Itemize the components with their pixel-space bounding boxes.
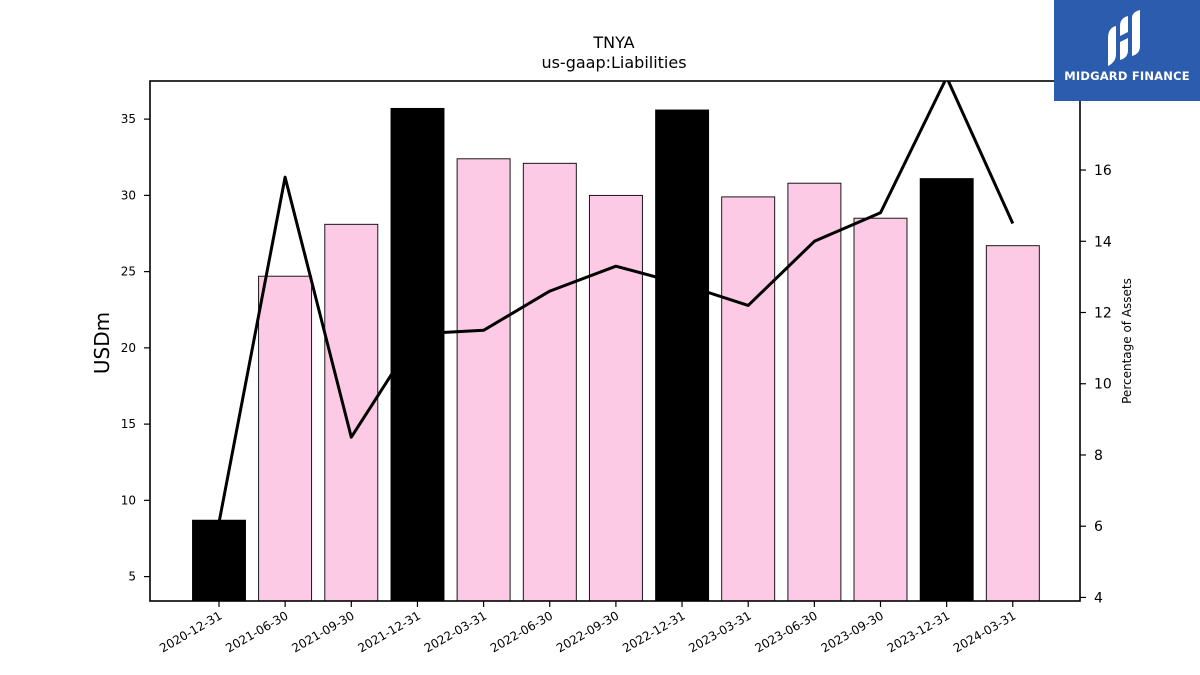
x-tick-label-2022-12-31: 2022-12-31 — [620, 608, 687, 655]
y-axis-label: USDm — [90, 312, 114, 374]
x-tick-label-2021-12-31: 2021-12-31 — [356, 608, 423, 655]
x-tick-label-2023-12-31: 2023-12-31 — [885, 608, 952, 655]
y-tick-label-5: 5 — [128, 570, 136, 584]
x-tick-label-2023-09-30: 2023-09-30 — [819, 608, 886, 655]
y2-tick-label-12: 12 — [1094, 306, 1112, 322]
logo-text: MIDGARD FINANCE — [1064, 69, 1190, 83]
y-tick-label-20: 20 — [121, 341, 136, 355]
y2-tick-label-16: 16 — [1094, 163, 1112, 179]
bar-2021-12-31 — [390, 107, 445, 602]
y2-tick-label-10: 10 — [1094, 377, 1112, 393]
y2-tick-label-6: 6 — [1094, 519, 1103, 535]
y2-axis-label: Percentage of Assets — [1120, 278, 1134, 404]
y2-tick-label-8: 8 — [1094, 448, 1103, 464]
bar-2020-12-31 — [192, 519, 246, 602]
bar-2022-03-31 — [456, 158, 511, 602]
bar-2023-03-31 — [721, 196, 776, 602]
x-tick-label-2023-03-31: 2023-03-31 — [686, 608, 753, 655]
midgard-finance-logo: MIDGARD FINANCE — [1054, 0, 1200, 101]
chart-subtitle: us-gaap:Liabilities — [541, 53, 686, 72]
y-axis-right: 4 6 8 10 12 14 16 — [1080, 163, 1112, 606]
bar-2021-09-30 — [324, 223, 379, 602]
x-tick-label-2022-03-31: 2022-03-31 — [422, 608, 489, 655]
x-tick-label-2022-06-30: 2022-06-30 — [488, 608, 555, 655]
y-axis-left: 5 10 15 20 25 30 35 — [121, 112, 150, 584]
y2-tick-label-14: 14 — [1094, 234, 1112, 250]
midgard-logo-icon — [1108, 10, 1140, 66]
y2-tick-label-4: 4 — [1094, 590, 1103, 606]
line-series — [217, 81, 1015, 523]
y-tick-label-35: 35 — [121, 112, 136, 126]
x-tick-label-2021-09-30: 2021-09-30 — [289, 608, 356, 655]
plot-frame — [149, 80, 1081, 602]
bar-2021-06-30 — [258, 275, 313, 602]
bar-2022-12-31 — [655, 109, 710, 602]
x-tick-label-2020-12-31: 2020-12-31 — [157, 608, 224, 655]
x-tick-label-2021-06-30: 2021-06-30 — [223, 608, 290, 655]
bar-2023-09-30 — [853, 217, 908, 602]
x-tick-label-2022-09-30: 2022-09-30 — [554, 608, 621, 655]
bar-2022-09-30 — [588, 194, 643, 602]
chart-title: TNYA — [592, 33, 634, 52]
y-tick-label-25: 25 — [121, 265, 136, 279]
x-axis: 2020-12-312021-06-302021-09-302021-12-31… — [157, 601, 1018, 655]
y-tick-label-15: 15 — [121, 417, 136, 431]
y-tick-label-30: 30 — [121, 188, 136, 202]
bar-2024-03-31 — [985, 245, 1040, 602]
bar-2023-12-31 — [919, 178, 974, 602]
bar-series — [192, 107, 1040, 602]
bar-2023-06-30 — [787, 182, 842, 602]
y-tick-label-10: 10 — [121, 493, 136, 507]
x-tick-label-2024-03-31: 2024-03-31 — [951, 608, 1018, 655]
x-tick-label-2023-06-30: 2023-06-30 — [752, 608, 819, 655]
bar-2022-06-30 — [522, 162, 577, 602]
